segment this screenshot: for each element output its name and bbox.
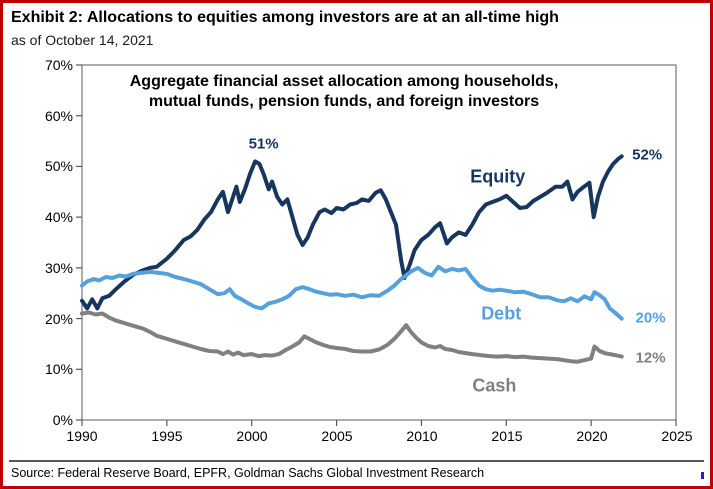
y-tick-label-20: 20% xyxy=(44,311,73,327)
y-tick-label-70: 70% xyxy=(44,57,73,73)
series-label-cash: Cash xyxy=(472,375,517,396)
series-label-equity: Equity xyxy=(470,166,526,187)
x-tick-label-2020: 2020 xyxy=(576,428,608,444)
chart-title: Aggregate financial asset allocation amo… xyxy=(83,72,605,112)
page-subtitle: as of October 14, 2021 xyxy=(11,32,154,48)
x-tick-label-1995: 1995 xyxy=(151,428,183,444)
line-chart-plot xyxy=(76,64,677,426)
chart-title-line1: Aggregate financial asset allocation amo… xyxy=(129,73,559,90)
y-tick-label-40: 40% xyxy=(44,209,73,225)
chart-title-line2: mutual funds, pension funds, and foreign… xyxy=(148,93,540,110)
x-tick-label-2010: 2010 xyxy=(406,428,438,444)
y-tick-label-60: 60% xyxy=(44,108,73,124)
x-tick-label-2015: 2015 xyxy=(491,428,523,444)
y-tick-label-50: 50% xyxy=(44,158,73,174)
x-tick-label-2005: 2005 xyxy=(321,428,353,444)
series-label-debt: Debt xyxy=(481,303,522,324)
x-tick-label-2025: 2025 xyxy=(661,428,693,444)
y-tick-label-0: 0% xyxy=(52,412,73,428)
annotation-equity-peak-51: 51% xyxy=(248,135,279,153)
annotation-cash-end-12: 12% xyxy=(635,349,666,367)
page-title: Exhibit 2: Allocations to equities among… xyxy=(11,9,559,26)
x-tick-label-1990: 1990 xyxy=(66,428,98,444)
y-tick-label-10: 10% xyxy=(44,361,73,377)
footer-divider xyxy=(9,460,704,462)
annotation-debt-end-20: 20% xyxy=(635,309,666,327)
source-note: Source: Federal Reserve Board, EPFR, Gol… xyxy=(11,466,485,480)
y-tick-label-30: 30% xyxy=(44,260,73,276)
artifact-mark xyxy=(701,472,704,479)
x-tick-label-2000: 2000 xyxy=(236,428,268,444)
annotation-equity-end-52: 52% xyxy=(632,146,663,164)
